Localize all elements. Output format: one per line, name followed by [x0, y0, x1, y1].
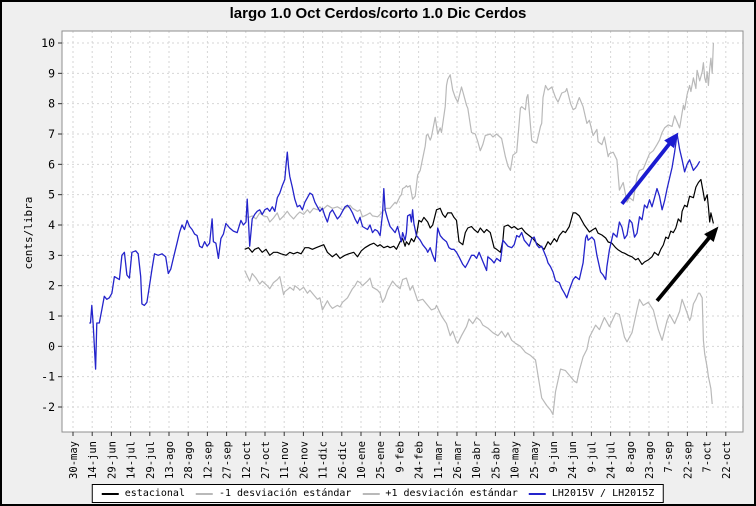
x-tick-label: 23-ago	[644, 441, 656, 479]
legend-item: +1 desviación estándar	[362, 488, 518, 499]
x-tick-label: 24-jun	[567, 441, 579, 479]
x-tick-label: 24-feb	[414, 441, 426, 479]
y-tick-label: 9	[48, 66, 55, 80]
y-tick-label: -1	[41, 370, 55, 384]
x-tick-label: 28-ago	[183, 441, 195, 479]
plot-border	[61, 30, 744, 433]
x-tick-label: 25-abr	[490, 441, 502, 479]
y-tick-label: 7	[48, 127, 55, 141]
blue-trend-arrow-head	[664, 132, 679, 149]
x-tick-label: 10-abr	[471, 441, 483, 479]
series-line-2	[244, 270, 713, 416]
series-line-4	[89, 133, 701, 370]
y-tick-label: 2	[48, 279, 55, 293]
x-tick-label: 12-sep	[202, 441, 214, 479]
x-tick-label: 14-jul	[126, 441, 138, 479]
legend-swatch-line	[528, 492, 546, 495]
legend-item: LH2015V / LH2015Z	[528, 488, 655, 499]
x-tick-label: 26-nov	[298, 441, 310, 479]
y-tick-label: 5	[48, 188, 55, 202]
y-tick-label: 10	[41, 36, 55, 50]
legend-swatch-line	[362, 492, 380, 495]
x-tick-label: 30-may	[68, 441, 80, 479]
x-tick-label: 11-dic	[318, 441, 330, 479]
x-tick-label: 25-may	[529, 441, 541, 479]
x-tick-label: 29-jun	[106, 441, 118, 479]
x-tick-label: 11-mar	[433, 441, 445, 479]
legend-label: LH2015V / LH2015Z	[551, 488, 655, 499]
y-tick-label: 8	[48, 97, 55, 111]
y-tick-label: 6	[48, 157, 55, 171]
y-tick-label: 0	[48, 339, 55, 353]
legend-label: estacional	[124, 488, 185, 499]
x-tick-label: 11-nov	[279, 441, 291, 479]
x-tick-label: 24-jul	[606, 441, 618, 479]
series-line-1	[244, 178, 714, 265]
legend-swatch-line	[195, 492, 213, 495]
x-tick-label: 8-ago	[625, 441, 637, 473]
x-tick-label: 10-ene	[356, 441, 368, 479]
series-line-3	[244, 42, 714, 223]
legend-item: estacional	[101, 488, 185, 499]
x-tick-label: 26-mar	[452, 441, 464, 479]
y-tick-label: -2	[41, 400, 55, 414]
x-tick-label: 22-oct	[721, 441, 733, 479]
plot-area	[62, 31, 743, 432]
x-tick-label: 13-ago	[164, 441, 176, 479]
x-tick-label: 26-dic	[337, 441, 349, 479]
x-tick-label: 29-jul	[145, 441, 157, 479]
black-trend-arrow-shaft	[655, 231, 715, 303]
y-tick-label: 1	[48, 309, 55, 323]
x-tick-label: 7-oct	[702, 441, 714, 473]
y-tick-label: 3	[48, 248, 55, 262]
black-trend-arrow-head	[704, 226, 719, 243]
x-tick-label: 9-jul	[586, 441, 598, 473]
legend-swatch-line	[101, 492, 119, 495]
x-tick-label: 10-may	[510, 441, 522, 479]
legend-item: -1 desviación estándar	[195, 488, 352, 499]
blue-trend-arrow-shaft	[620, 137, 675, 205]
legend-label: -1 desviación estándar	[218, 488, 352, 499]
x-tick-label: 14-jun	[87, 441, 99, 479]
legend-label: +1 desviación estándar	[385, 488, 518, 499]
x-tick-label: 25-ene	[375, 441, 387, 479]
x-tick-label: 27-sep	[222, 441, 234, 479]
x-tick-label: 7-sep	[663, 441, 675, 473]
y-tick-label: 4	[48, 218, 55, 232]
x-tick-label: 9-jun	[548, 441, 560, 473]
chart-title: largo 1.0 Oct Cerdos/corto 1.0 Dic Cerdo…	[229, 5, 527, 22]
x-tick-label: 27-oct	[260, 441, 272, 479]
x-tick-label: 12-oct	[241, 441, 253, 479]
chart-legend: estacional -1 desviación estándar +1 desvi…	[91, 484, 665, 503]
x-tick-label: 22-sep	[682, 441, 694, 479]
x-tick-label: 9-feb	[394, 441, 406, 473]
